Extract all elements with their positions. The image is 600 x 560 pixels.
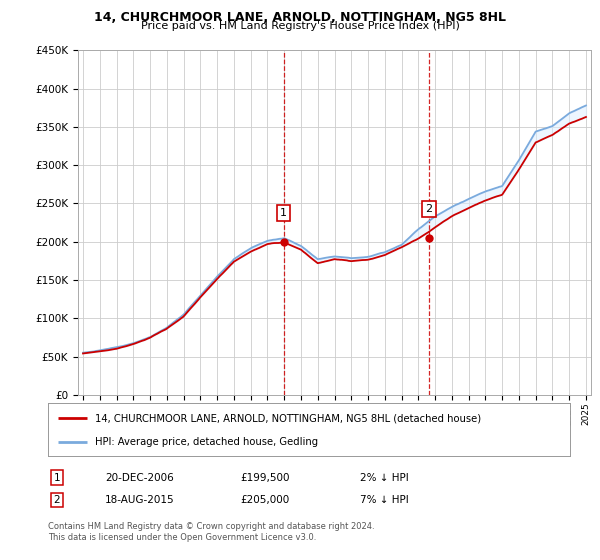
Text: HPI: Average price, detached house, Gedling: HPI: Average price, detached house, Gedl…	[95, 437, 318, 447]
Text: Contains HM Land Registry data © Crown copyright and database right 2024.: Contains HM Land Registry data © Crown c…	[48, 522, 374, 531]
Text: 1: 1	[53, 473, 61, 483]
Text: Price paid vs. HM Land Registry's House Price Index (HPI): Price paid vs. HM Land Registry's House …	[140, 21, 460, 31]
Text: 2: 2	[53, 495, 61, 505]
Text: 7% ↓ HPI: 7% ↓ HPI	[360, 495, 409, 505]
Text: 20-DEC-2006: 20-DEC-2006	[105, 473, 174, 483]
Text: 2% ↓ HPI: 2% ↓ HPI	[360, 473, 409, 483]
Text: This data is licensed under the Open Government Licence v3.0.: This data is licensed under the Open Gov…	[48, 533, 316, 542]
Text: 1: 1	[280, 208, 287, 218]
Text: 18-AUG-2015: 18-AUG-2015	[105, 495, 175, 505]
Text: 2: 2	[425, 204, 433, 214]
Text: 14, CHURCHMOOR LANE, ARNOLD, NOTTINGHAM, NG5 8HL (detached house): 14, CHURCHMOOR LANE, ARNOLD, NOTTINGHAM,…	[95, 413, 481, 423]
Text: £205,000: £205,000	[240, 495, 289, 505]
Text: 14, CHURCHMOOR LANE, ARNOLD, NOTTINGHAM, NG5 8HL: 14, CHURCHMOOR LANE, ARNOLD, NOTTINGHAM,…	[94, 11, 506, 24]
Text: £199,500: £199,500	[240, 473, 290, 483]
